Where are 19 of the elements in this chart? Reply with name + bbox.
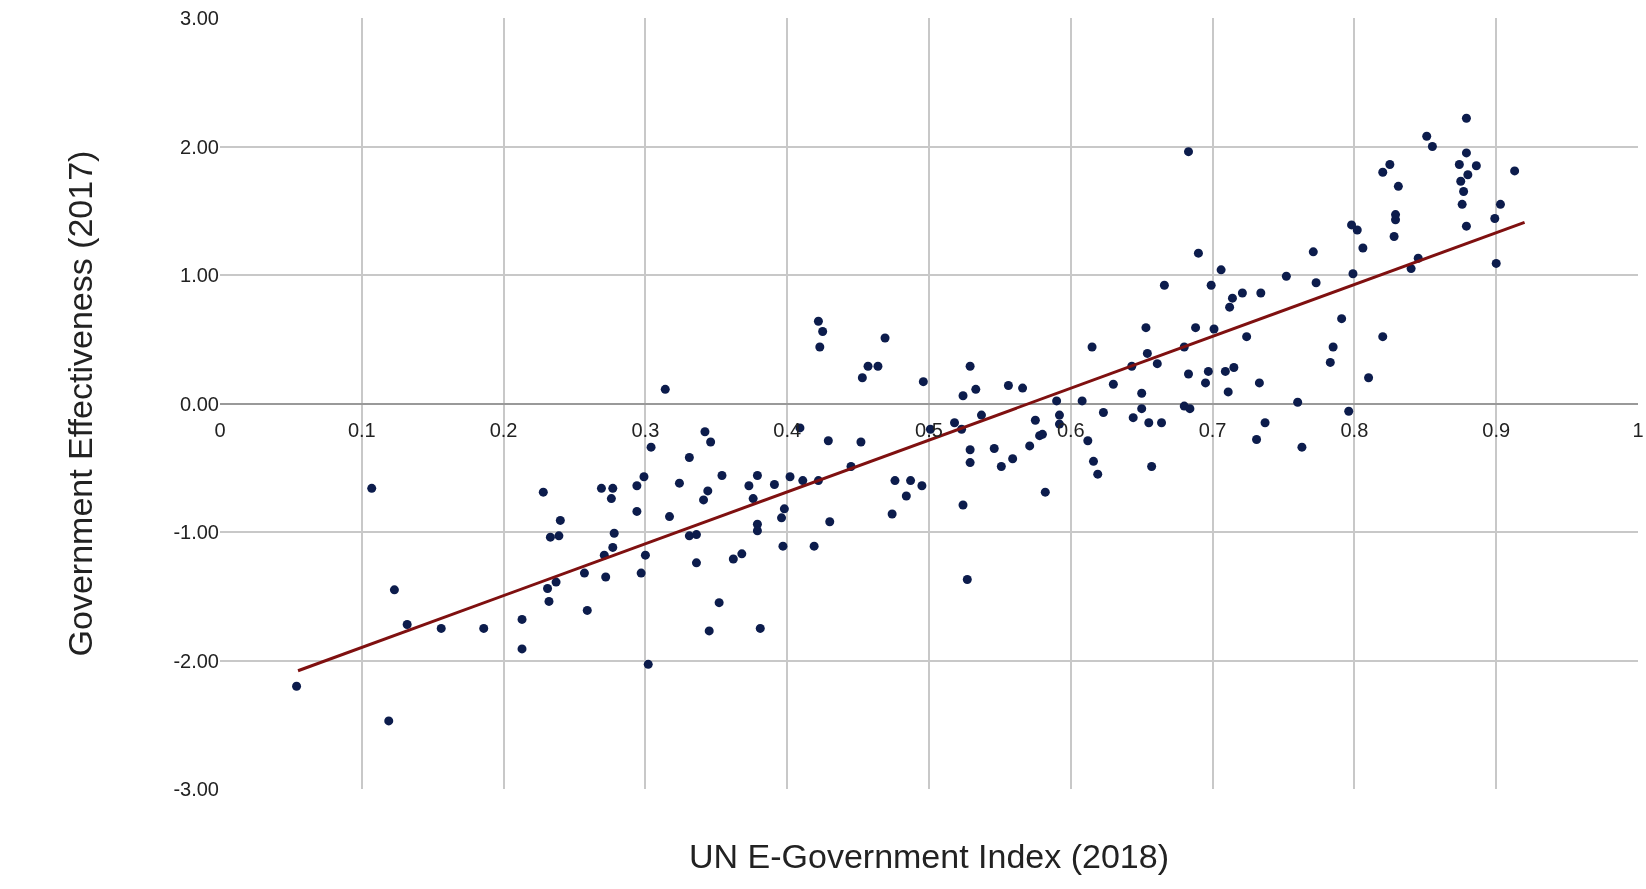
y-tick-label: -1.00 (173, 521, 219, 543)
x-tick-label: 0.1 (347, 418, 376, 441)
y-tick-label: 2.00 (180, 135, 219, 158)
y-tick-label: 1.00 (180, 264, 219, 286)
y-tick-label: -3.00 (173, 778, 219, 800)
x-tick-label: 0.8 (1340, 418, 1369, 441)
y-tick-label: -2.00 (173, 649, 219, 672)
y-tick-label: 3.00 (180, 7, 219, 29)
x-tick-label: 0.3 (631, 418, 660, 441)
x-tick-label: 0.9 (1482, 418, 1511, 441)
x-tick-label: 0.2 (489, 418, 518, 441)
x-tick-label: 0 (214, 418, 226, 441)
x-tick-label: 1 (1632, 418, 1644, 441)
x-axis-title: UN E-Government Index (2018) (689, 837, 1169, 875)
y-tick-label: 0.00 (180, 392, 219, 415)
x-tick-label: 0.6 (1056, 418, 1085, 441)
x-tick-label: 0.7 (1198, 418, 1227, 441)
y-axis-title: Government Effectiveness (2017) (61, 150, 100, 657)
x-tick-label: 0.4 (773, 418, 802, 441)
